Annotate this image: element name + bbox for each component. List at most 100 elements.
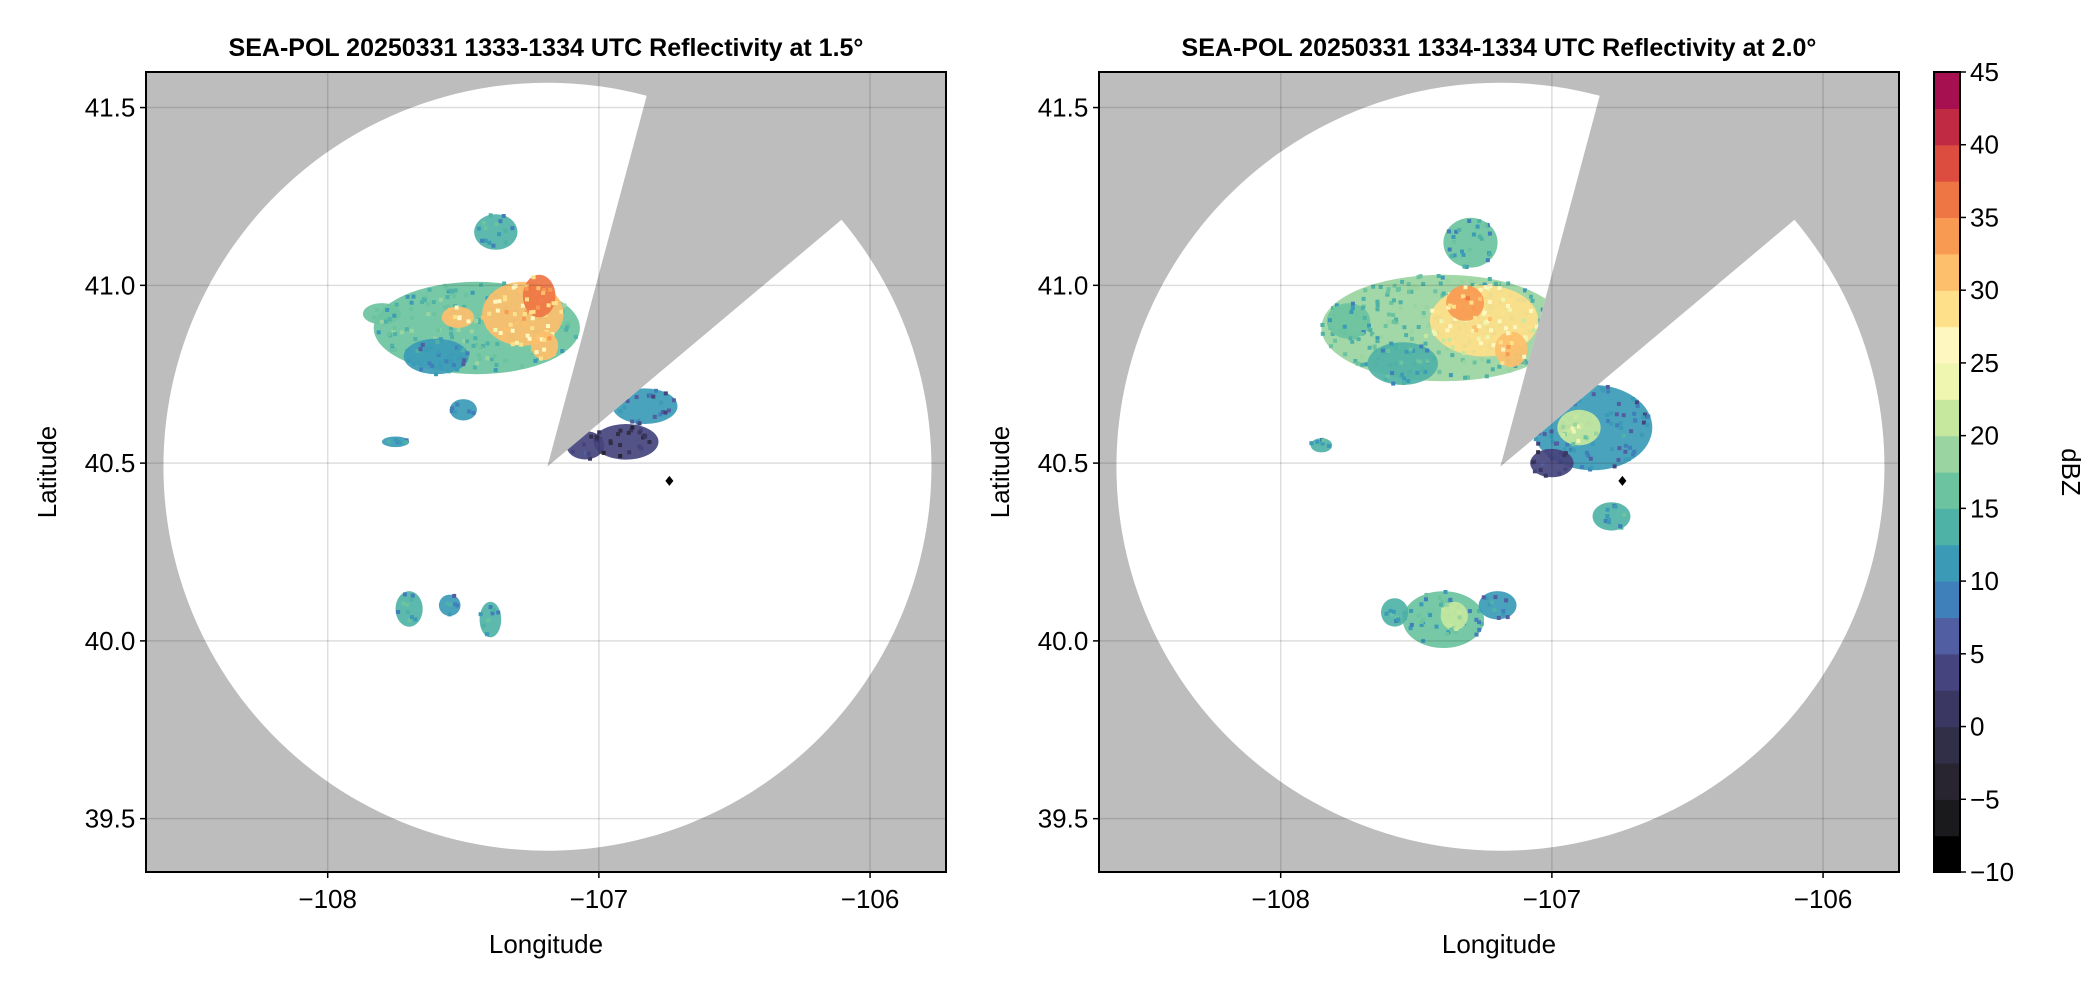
echo-pixel	[536, 356, 541, 361]
echo-pixel	[410, 593, 415, 598]
echo-pixel	[1531, 328, 1536, 333]
echo-pixel	[545, 352, 550, 357]
echo-pixel	[1424, 334, 1428, 338]
echo-pixel	[1407, 285, 1412, 290]
echo-cell	[1592, 502, 1631, 531]
echo-pixel	[1408, 347, 1413, 352]
panel-2-title: SEA-POL 20250331 1334-1334 UTC Reflectiv…	[1182, 34, 1817, 62]
echo-pixel	[1372, 334, 1377, 339]
echo-pixel	[531, 275, 536, 280]
colorbar-tick-label: 25	[1970, 348, 1999, 378]
colorbar-tick-label: 0	[1970, 712, 1984, 742]
echo-pixel	[487, 240, 492, 245]
echo-pixel	[1479, 621, 1484, 626]
echo-pixel	[443, 283, 448, 288]
echo-pixel	[392, 313, 397, 318]
echo-pixel	[1426, 324, 1431, 329]
echo-pixel	[1448, 623, 1453, 628]
echo-pixel	[1487, 299, 1492, 304]
echo-pixel	[565, 321, 570, 326]
echo-pixel	[618, 443, 623, 448]
echo-pixel	[616, 432, 620, 437]
echo-pixel	[1360, 362, 1365, 367]
colorbar-cell	[1934, 617, 1960, 655]
echo-pixel	[510, 342, 515, 347]
echo-pixel	[1629, 429, 1634, 434]
echo-pixel	[1645, 423, 1650, 428]
echo-pixel	[1460, 279, 1465, 284]
echo-pixel	[1457, 610, 1462, 615]
echo-pixel	[1363, 288, 1368, 293]
echo-pixel	[1474, 284, 1479, 288]
echo-pixel	[1478, 296, 1482, 301]
echo-pixel	[410, 615, 414, 620]
echo-pixel	[522, 322, 527, 327]
echo-pixel	[647, 440, 652, 444]
echo-pixel	[446, 304, 451, 309]
echo-pixel	[436, 352, 441, 357]
echo-pixel	[1542, 432, 1547, 437]
echo-pixel	[589, 434, 594, 439]
echo-pixel	[508, 322, 513, 327]
echo-pixel	[375, 307, 380, 312]
echo-pixel	[409, 307, 414, 312]
echo-pixel	[1506, 304, 1510, 308]
echo-pixel	[444, 286, 449, 291]
echo-pixel	[1444, 602, 1449, 607]
echo-pixel	[485, 632, 490, 637]
echo-pixel	[1387, 312, 1391, 317]
echo-pixel	[1632, 411, 1637, 416]
echo-pixel	[1477, 234, 1482, 239]
echo-pixel	[551, 351, 556, 356]
echo-pixel	[479, 346, 484, 351]
echo-pixel	[1590, 441, 1595, 446]
y-tick-label: 41.0	[85, 270, 136, 300]
echo-pixel	[1571, 429, 1576, 434]
echo-pixel	[1561, 424, 1566, 429]
echo-pixel	[491, 243, 496, 248]
echo-pixel	[625, 399, 630, 404]
echo-pixel	[530, 316, 535, 321]
echo-pixel	[1386, 290, 1390, 295]
echo-pixel	[1509, 341, 1514, 346]
echo-pixel	[1341, 326, 1346, 331]
echo-pixel	[1490, 600, 1495, 605]
echo-pixel	[454, 305, 459, 310]
echo-pixel	[1443, 590, 1448, 594]
echo-pixel	[1431, 329, 1436, 334]
echo-pixel	[1623, 457, 1628, 462]
colorbar-cells	[1934, 72, 1960, 873]
echo-pixel	[630, 419, 635, 424]
echo-pixel	[1524, 360, 1529, 365]
echo-pixel	[1550, 456, 1555, 461]
echo-pixel	[588, 456, 592, 461]
echo-pixel	[1464, 265, 1469, 269]
echo-pixel	[1441, 291, 1446, 296]
echo-pixel	[427, 287, 432, 292]
echo-pixel	[1482, 310, 1487, 315]
echo-pixel	[1485, 258, 1490, 263]
echo-pixel	[634, 395, 639, 400]
echo-pixel	[409, 300, 414, 305]
echo-pixel	[1394, 320, 1399, 325]
echo-pixel	[1484, 596, 1489, 601]
echo-pixel	[1454, 627, 1459, 631]
echo-pixel	[1384, 611, 1389, 616]
echo-pixel	[1623, 443, 1628, 448]
echo-pixel	[471, 343, 476, 348]
echo-pixel	[1472, 325, 1477, 330]
echo-pixel	[527, 336, 532, 341]
y-tick-label: 40.5	[85, 448, 136, 478]
echo-pixel	[1370, 332, 1375, 337]
echo-pixel	[1583, 435, 1588, 440]
echo-pixel	[1360, 305, 1365, 310]
echo-pixel	[1508, 336, 1513, 341]
echo-pixel	[1563, 451, 1568, 456]
echo-pixel	[1437, 595, 1442, 600]
echo-pixel	[453, 315, 457, 320]
echo-pixel	[495, 308, 500, 313]
echo-pixel	[1402, 325, 1407, 330]
echo-pixel	[1633, 418, 1638, 423]
echo-pixel	[459, 356, 463, 361]
echo-pixel	[1449, 627, 1454, 632]
